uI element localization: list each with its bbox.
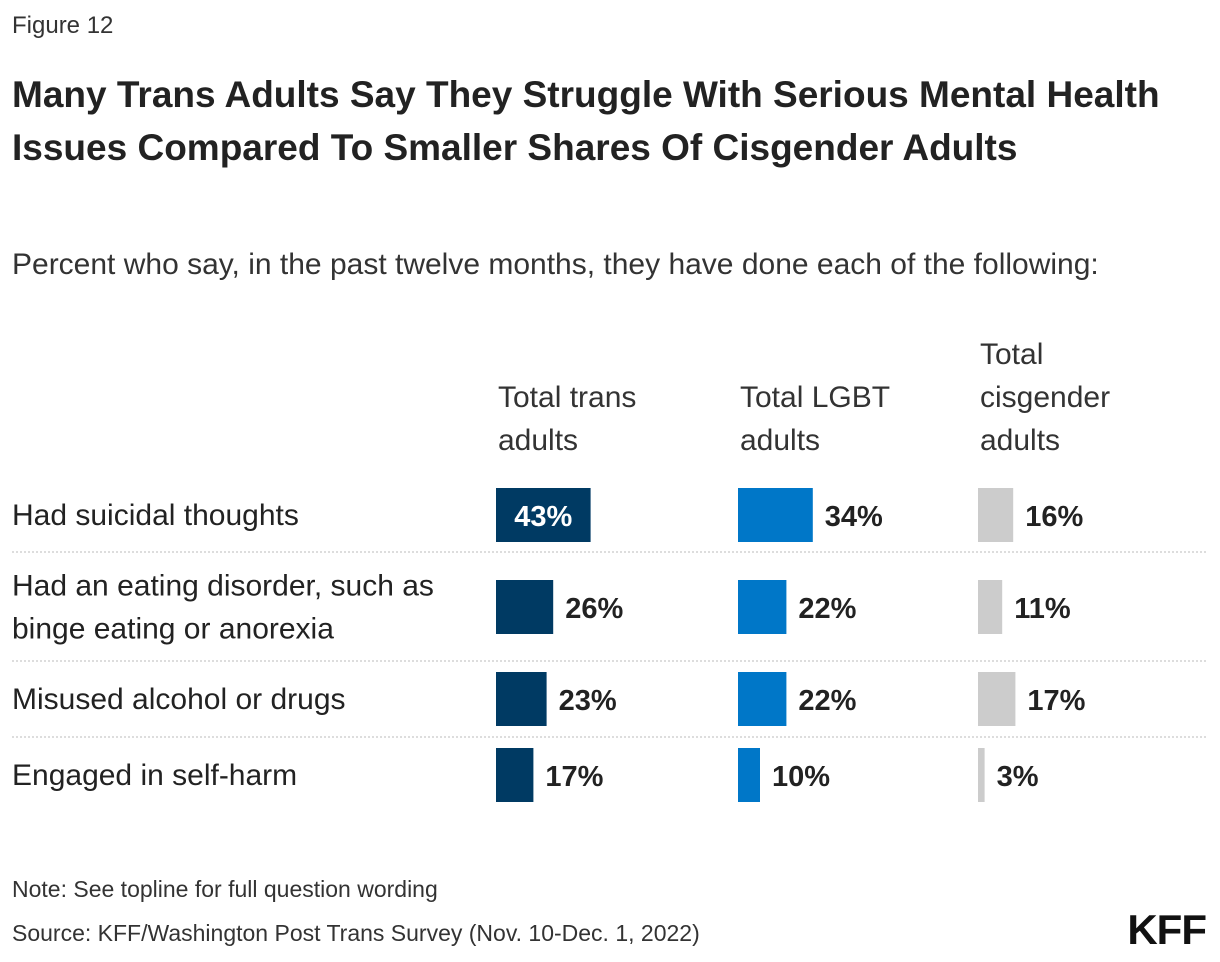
- category-label: Had suicidal thoughts: [12, 499, 299, 532]
- bar: [978, 488, 1014, 542]
- category-label: Engaged in self-harm: [12, 759, 297, 792]
- value-label: 17%: [545, 761, 603, 793]
- category-label: Misused alcohol or drugs: [12, 683, 346, 716]
- value-label: 43%: [514, 501, 572, 533]
- bar: [978, 580, 1003, 634]
- value-label: 23%: [559, 685, 617, 717]
- chart-note: Note: See topline for full question word…: [12, 876, 438, 902]
- value-label: 3%: [997, 761, 1039, 793]
- value-label: 17%: [1027, 685, 1085, 717]
- chart-subtitle: Percent who say, in the past twelve mont…: [12, 248, 1099, 281]
- series-header: Total cisgender adults: [980, 338, 1110, 457]
- category-label: Had an eating disorder, such as binge eat…: [12, 570, 434, 646]
- chart-source: Source: KFF/Washington Post Trans Survey…: [12, 920, 700, 946]
- bar: [978, 748, 985, 802]
- kff-logo: KFF: [1127, 906, 1207, 953]
- value-label: 11%: [1014, 593, 1071, 625]
- bar: [496, 580, 554, 634]
- bar: [738, 672, 787, 726]
- series-header: Total LGBT adults: [740, 381, 890, 457]
- bar: [738, 580, 787, 634]
- bar: [738, 748, 760, 802]
- value-label: 22%: [798, 685, 856, 717]
- value-label: 26%: [565, 593, 623, 625]
- bar: [738, 488, 813, 542]
- value-label: 22%: [798, 593, 856, 625]
- value-label: 10%: [772, 761, 830, 793]
- bar: [496, 672, 547, 726]
- value-label: 34%: [825, 501, 883, 533]
- series-header: Total trans adults: [498, 381, 636, 457]
- bar: [978, 672, 1016, 726]
- chart-title: Many Trans Adults Say They Struggle With…: [12, 74, 1160, 168]
- figure-label: Figure 12: [12, 12, 114, 39]
- bar: [496, 748, 534, 802]
- bar: [496, 488, 591, 542]
- value-label: 16%: [1025, 501, 1083, 533]
- bar-chart: Total trans adults Total LGBT adults Total ci…: [12, 338, 1208, 802]
